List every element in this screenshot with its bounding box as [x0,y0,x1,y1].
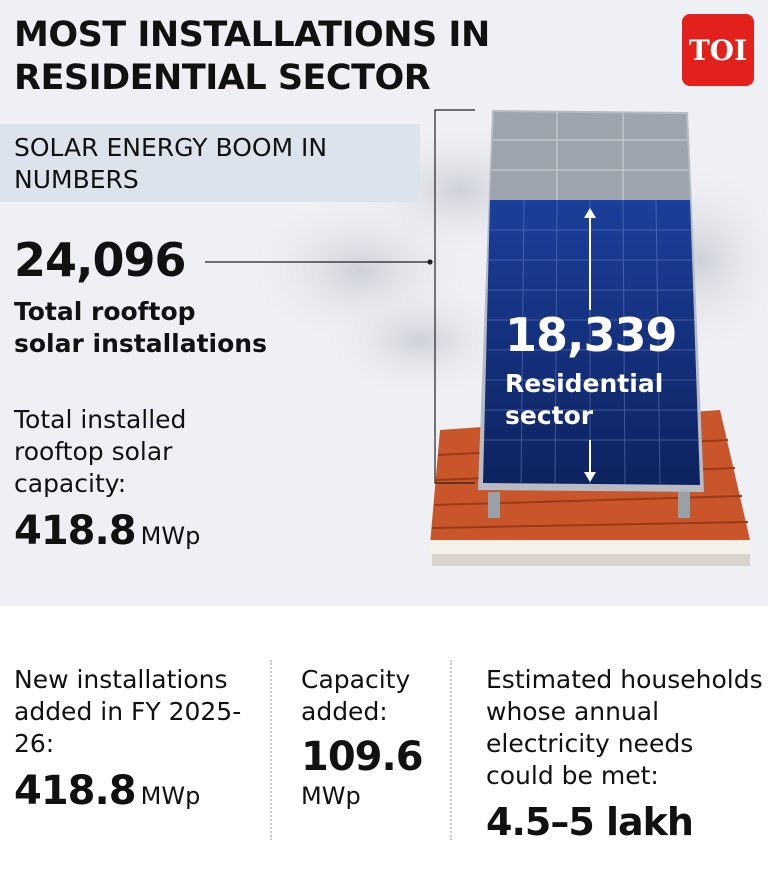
stat-unit: MWp [301,782,361,810]
capacity-label: Total installed rooftop solar capacity: [14,405,187,498]
stat-value: 418.8 [14,768,137,814]
stat-figure: 418.8 MWp [14,768,200,814]
capacity-unit: MWp [140,522,201,550]
divider [270,660,272,840]
capacity-figure: 418.8 MWp [14,508,200,554]
total-installations: 24,096 [14,233,187,287]
residential-label: Residential sector [505,369,664,430]
stat-label: Estimated households whose annual electr… [486,665,763,790]
stat-unit: MWp [140,782,201,810]
stat-label: Capacity added: [301,665,411,726]
residential-value: 18,339 [505,308,678,362]
title-line: RESIDENTIAL SECTOR [14,58,431,98]
total-installations-label: Total rooftop solar installations [14,297,267,358]
subtitle-band [0,124,420,202]
stat-value: 109.6 [301,734,424,780]
divider [450,660,452,840]
title: MOST INSTALLATIONS IN RESIDENTIAL SECTOR [14,14,490,100]
stat-label: New installations added in FY 2025-26: [14,665,242,758]
stat-value: 4.5–5 lakh [486,800,694,844]
logo: TOI [682,14,754,86]
connector [205,109,475,484]
subtitle: SOLAR ENERGY BOOM IN NUMBERS [14,133,328,194]
solar-panel [478,110,704,518]
title-line: MOST INSTALLATIONS IN [14,15,490,55]
capacity-value: 418.8 [14,508,137,554]
